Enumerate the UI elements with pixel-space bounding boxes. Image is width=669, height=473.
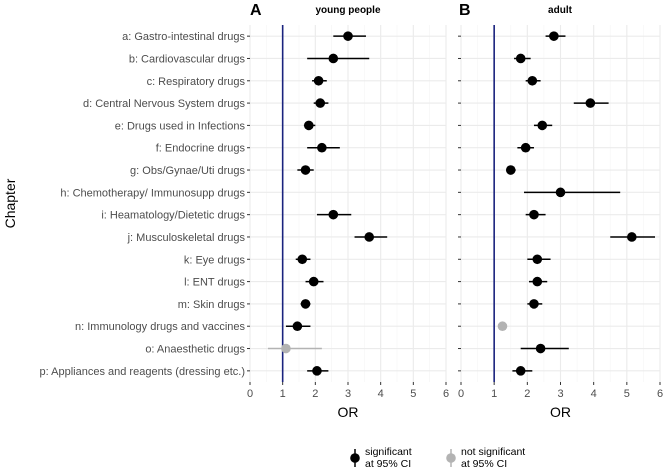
category-label: e: Drugs used in Infections xyxy=(115,120,246,132)
or-point xyxy=(313,75,324,86)
or-point xyxy=(532,254,543,265)
legend-label-line2: at 95% CI xyxy=(365,458,411,470)
legend-point xyxy=(350,453,360,463)
category-label: b: Cardiovascular drugs xyxy=(129,53,246,65)
x-tick-label: 4 xyxy=(378,388,384,400)
or-point xyxy=(364,232,375,242)
or-point xyxy=(515,366,526,376)
or-point xyxy=(317,142,327,153)
or-point xyxy=(312,366,322,376)
category-label: m: Skin drugs xyxy=(178,299,246,311)
category-label: h: Chemotherapy/ Immunosupp drugs xyxy=(60,187,245,199)
or-point xyxy=(532,276,543,287)
category-label: g: Obs/Gynae/Uti drugs xyxy=(130,165,245,177)
legend-label-line1: significant xyxy=(365,446,412,458)
x-tick-label: 2 xyxy=(524,388,530,400)
or-point xyxy=(520,142,531,153)
or-point xyxy=(497,321,508,332)
or-point xyxy=(281,343,291,354)
category-label: o: Anaesthetic drugs xyxy=(145,344,245,356)
x-tick-label: 0 xyxy=(458,388,464,400)
or-point xyxy=(585,98,596,108)
legend-label-line2: at 95% CI xyxy=(461,458,507,470)
or-point xyxy=(555,187,566,198)
or-point xyxy=(343,31,353,41)
x-tick-label: 1 xyxy=(280,388,286,400)
or-point xyxy=(300,165,311,175)
x-axis-title: OR xyxy=(550,404,571,420)
category-label: l: ENT drugs xyxy=(184,277,245,289)
panel-subtitle: young people xyxy=(316,5,381,16)
category-label: a: Gastro-intestinal drugs xyxy=(122,31,245,43)
category-label: n: Immunology drugs and vaccines xyxy=(75,321,245,333)
legend-label-line1: not significant xyxy=(461,446,525,458)
category-label: f: Endocrine drugs xyxy=(156,143,246,155)
panel-letter: B xyxy=(459,2,471,19)
or-point xyxy=(527,75,538,86)
or-point xyxy=(297,254,308,265)
x-tick-label: 0 xyxy=(247,388,253,400)
or-point xyxy=(315,98,326,108)
category-label: i: Heamatology/Dietetic drugs xyxy=(101,210,245,222)
panel-letter: A xyxy=(250,2,262,19)
or-point xyxy=(304,120,314,131)
category-label: k: Eye drugs xyxy=(184,254,246,266)
x-tick-label: 5 xyxy=(624,388,630,400)
x-tick-label: 4 xyxy=(591,388,597,400)
or-point xyxy=(292,321,303,332)
panel-a: 0 1 2 3 4 5 6 OR A young people xyxy=(247,2,449,420)
or-point xyxy=(505,165,516,175)
legend-point xyxy=(446,453,456,463)
or-point xyxy=(515,53,526,64)
x-tick-label: 3 xyxy=(557,388,563,400)
y-axis-title: Chapter xyxy=(2,178,18,228)
or-point xyxy=(627,232,637,242)
x-tick-label: 5 xyxy=(410,388,416,400)
or-point xyxy=(308,276,319,287)
or-point xyxy=(529,299,539,309)
category-label: p: Appliances and reagents (dressing etc… xyxy=(40,366,245,378)
or-point xyxy=(549,31,559,41)
or-point xyxy=(328,209,339,220)
or-point xyxy=(300,299,311,309)
category-label: j: Musculoskeletal drugs xyxy=(127,232,246,244)
x-tick-label: 3 xyxy=(345,388,351,400)
x-tick-label: 6 xyxy=(443,388,449,400)
panel-b: 0 1 2 3 4 5 6 OR B adult xyxy=(458,2,663,420)
x-tick-label: 6 xyxy=(657,388,663,400)
or-point xyxy=(328,53,339,64)
x-axis-title: OR xyxy=(338,404,359,420)
panel-subtitle: adult xyxy=(548,5,573,16)
or-point xyxy=(537,120,548,131)
or-point xyxy=(529,209,539,220)
category-labels: a: Gastro-intestinal drugs b: Cardiovascu… xyxy=(40,31,246,378)
category-label: c: Respiratory drugs xyxy=(147,76,246,88)
x-tick-label: 1 xyxy=(491,388,497,400)
or-point xyxy=(535,343,546,354)
x-tick-label: 2 xyxy=(312,388,318,400)
category-label: d: Central Nervous System drugs xyxy=(83,98,246,110)
chart-panels: 0 1 2 3 4 5 6 OR A young people 0 1 2 3 4 5 6 OR B adult xyxy=(247,2,663,420)
